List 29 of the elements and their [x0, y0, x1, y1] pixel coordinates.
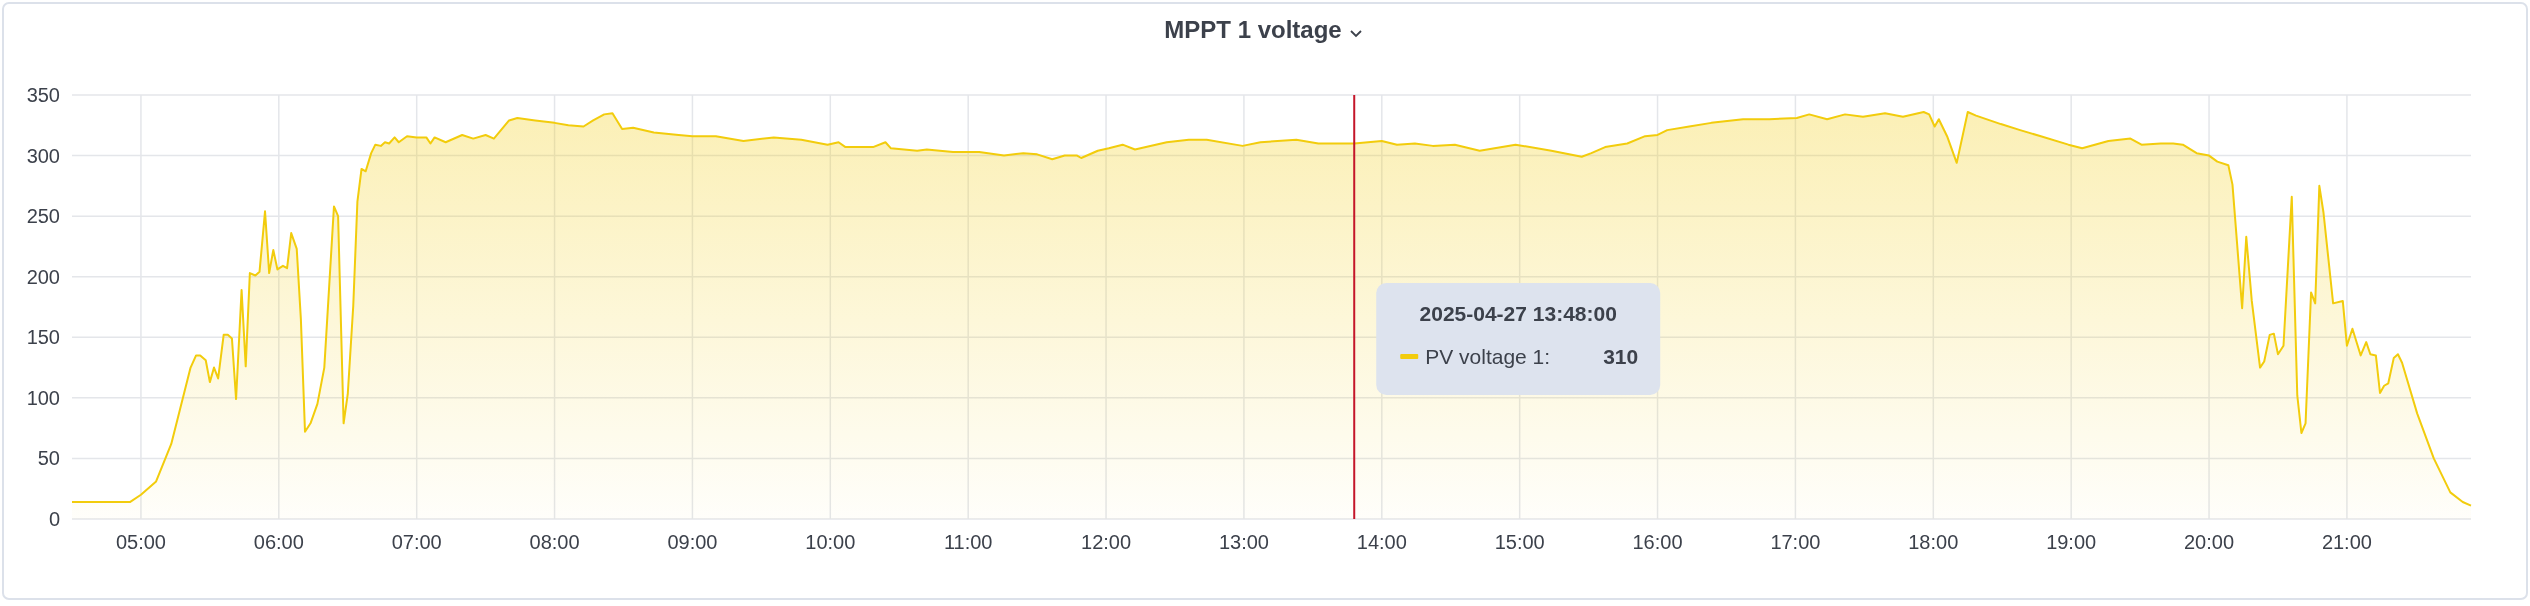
x-tick-label: 11:00 — [943, 531, 993, 553]
x-tick-label: 07:00 — [391, 531, 442, 553]
x-tick-label: 16:00 — [1632, 531, 1683, 553]
x-tick-label: 20:00 — [2184, 531, 2235, 553]
x-tick-label: 15:00 — [1494, 531, 1545, 553]
x-tick-label: 05:00 — [115, 531, 166, 553]
x-tick-label: 09:00 — [667, 531, 718, 553]
y-tick-label: 350 — [26, 84, 60, 106]
y-tick-label: 50 — [37, 447, 60, 470]
x-tick-label: 10:00 — [805, 531, 856, 553]
x-tick-label: 21:00 — [2321, 531, 2372, 553]
x-tick-label: 08:00 — [529, 531, 580, 553]
y-tick-label: 100 — [26, 386, 60, 409]
x-tick-label: 18:00 — [1908, 531, 1959, 553]
y-tick-label: 200 — [26, 265, 60, 288]
y-tick-label: 250 — [26, 205, 60, 228]
x-tick-label: 19:00 — [2046, 531, 2097, 553]
chart-title: MPPT 1 voltage — [1164, 16, 1342, 43]
y-tick-label: 150 — [26, 326, 60, 349]
x-tick-label: 06:00 — [253, 531, 304, 553]
x-tick-label: 13:00 — [1218, 531, 1269, 553]
y-tick-label: 0 — [48, 508, 60, 530]
x-tick-label: 17:00 — [1770, 531, 1821, 553]
annotation: 2025-04-27 13:48:00 — [1419, 302, 1617, 325]
y-tick-label: 300 — [26, 144, 60, 167]
annotation: 310 — [1603, 345, 1639, 368]
annotation: : — [1544, 345, 1551, 368]
x-tick-label: 12:00 — [1081, 531, 1132, 553]
x-tick-label: 14:00 — [1356, 531, 1407, 553]
